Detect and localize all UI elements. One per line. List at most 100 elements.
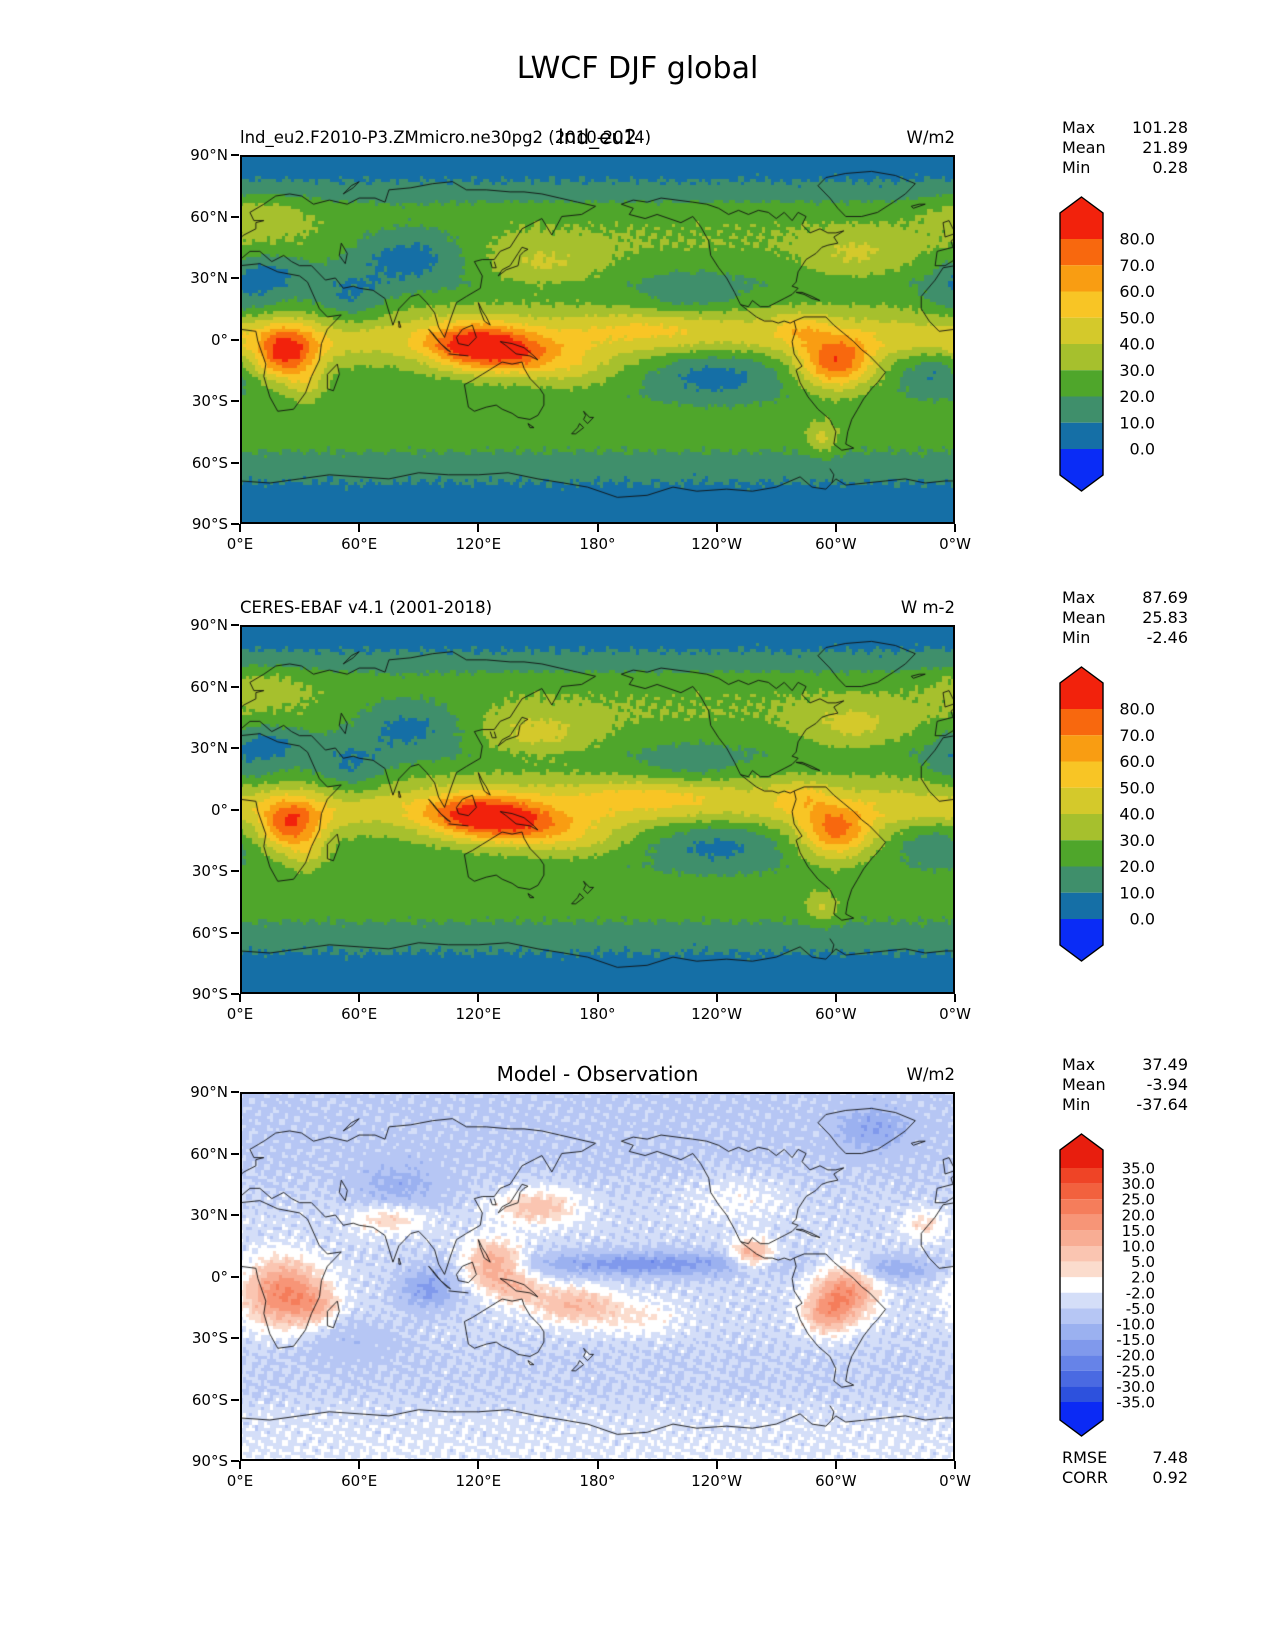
x-tick-label: 180° [579,535,616,553]
y-tick-mark [231,1398,239,1401]
colorbar-tick-label: 20.0 [1119,857,1155,876]
stat-value: 25.83 [1142,608,1188,627]
colorbar-tick-label: 15.0 [1122,1222,1155,1240]
colorbar-tick-label: 50.0 [1119,778,1155,797]
stat-value: 101.28 [1132,118,1188,137]
colorbar-tick-label: 50.0 [1119,308,1155,327]
y-tick-mark [231,1337,239,1339]
x-tick-label: 0°E [226,1005,254,1023]
y-tick-label: 90°S [191,985,228,1003]
x-tick-label: 180° [579,1005,616,1023]
panel-title-model-run: lnd_eu2.F2010-P3.ZMmicro.ne30pg2 (2010-2… [240,128,652,147]
y-tick-mark [231,1214,239,1216]
colorbar-tick-label: -5.0 [1126,1300,1155,1318]
x-tick-label: 120°W [691,1005,743,1023]
x-tick-mark [477,524,480,532]
colorbar-tick-label: 30.0 [1119,831,1155,850]
y-tick-mark [231,624,239,626]
y-tick-label: 60°N [190,1144,228,1163]
colorbar-tick-label: -35.0 [1116,1394,1155,1412]
map-diff [240,1092,955,1461]
map-model [240,155,955,524]
colorbar-tick-label: 0.0 [1130,910,1155,929]
x-tick-label: 0°W [939,535,971,553]
colorbar-tick-label: 70.0 [1119,256,1155,275]
colorbar-tick-label: 80.0 [1119,230,1155,249]
x-tick-label: 120°W [691,535,743,553]
x-tick-label: 120°W [691,1472,743,1490]
panel-title-obs: CERES-EBAF v4.1 (2001-2018) [240,598,493,617]
x-tick-mark [358,994,361,1002]
colorbar-tick-label: 40.0 [1119,335,1155,354]
y-tick-label: 30°S [191,862,228,880]
x-tick-mark [715,1461,718,1469]
y-tick-mark [231,338,239,341]
colorbar-tick-label: 60.0 [1119,752,1155,771]
colorbar-tick-label: 20.0 [1122,1206,1155,1224]
x-tick-label: 60°W [815,1005,857,1023]
y-tick-mark [231,870,239,872]
stat-label: Min [1062,158,1091,177]
y-tick-label: 90°S [191,515,228,533]
y-tick-label: 0° [210,800,228,819]
x-tick-label: 60°W [815,1472,857,1490]
colorbar-tick-label: 80.0 [1119,700,1155,719]
colorbar-diff: 35.030.025.020.015.010.05.02.0-2.0-5.0-1… [1059,1133,1155,1437]
y-tick-mark [231,808,239,811]
y-tick-mark [231,1275,239,1278]
stats-diff: Max 37.49 Mean -3.94 Min -37.64 [1062,1055,1188,1115]
stats-obs: Max 87.69 Mean 25.83 Min -2.46 [1062,588,1188,648]
y-tick-label: 90°N [190,1083,228,1101]
colorbar-tick-label: -10.0 [1116,1316,1155,1334]
stat-value: -2.46 [1146,628,1188,647]
colorbar-tick-label: 60.0 [1119,282,1155,301]
colorbar-tick-label: 0.0 [1130,440,1155,459]
colorbar-tick-label: 10.0 [1119,413,1155,432]
x-tick-mark [239,994,241,1002]
x-tick-label: 60°E [341,535,378,553]
colorbar-tick-label: 70.0 [1119,726,1155,745]
y-tick-mark [231,1152,239,1155]
y-tick-mark [231,154,239,156]
x-tick-mark [596,994,599,1002]
stat-label: Mean [1062,138,1106,157]
stat-label: RMSE [1062,1448,1108,1467]
stat-value: 7.48 [1152,1448,1188,1467]
y-tick-label: 60°N [190,207,228,226]
stat-label: Mean [1062,1075,1106,1094]
stat-value: 87.69 [1142,588,1188,607]
x-tick-mark [239,524,241,532]
colorbar-tick-label: -25.0 [1116,1362,1155,1380]
colorbar-obs: 80.0 70.0 60.0 50.0 40.0 30.0 20.0 10.0 0.0 [1059,666,1155,962]
y-tick-mark [231,685,239,688]
map-obs [240,625,955,994]
y-tick-label: 90°N [190,146,228,164]
x-tick-mark [477,994,480,1002]
panel-units-diff: W/m2 [906,1065,955,1084]
stat-label: Max [1062,1055,1096,1074]
y-tick-mark [231,461,239,464]
colorbar-tick-label: 40.0 [1119,805,1155,824]
y-tick-mark [231,747,239,749]
x-tick-label: 60°W [815,535,857,553]
y-tick-label: 60°N [190,677,228,696]
figure-title: LWCF DJF global [516,51,759,86]
x-tick-mark [954,994,956,1002]
y-tick-mark [231,400,239,402]
y-tick-label: 30°N [190,1206,228,1224]
y-tick-mark [231,931,239,934]
y-tick-label: 0° [210,330,228,349]
colorbar-tick-label: 25.0 [1122,1191,1155,1209]
colorbar-tick-label: 5.0 [1131,1253,1155,1271]
colorbar-tick-label: -15.0 [1116,1331,1155,1349]
y-tick-mark [231,1091,239,1093]
x-tick-label: 0°E [226,1472,254,1490]
y-tick-mark [231,993,239,995]
y-tick-mark [231,523,239,525]
y-tick-mark [231,277,239,279]
stat-label: Max [1062,588,1096,607]
stat-value: 0.28 [1152,158,1188,177]
panel-title-diff: Model - Observation [496,1062,699,1086]
x-tick-label: 60°E [341,1005,378,1023]
